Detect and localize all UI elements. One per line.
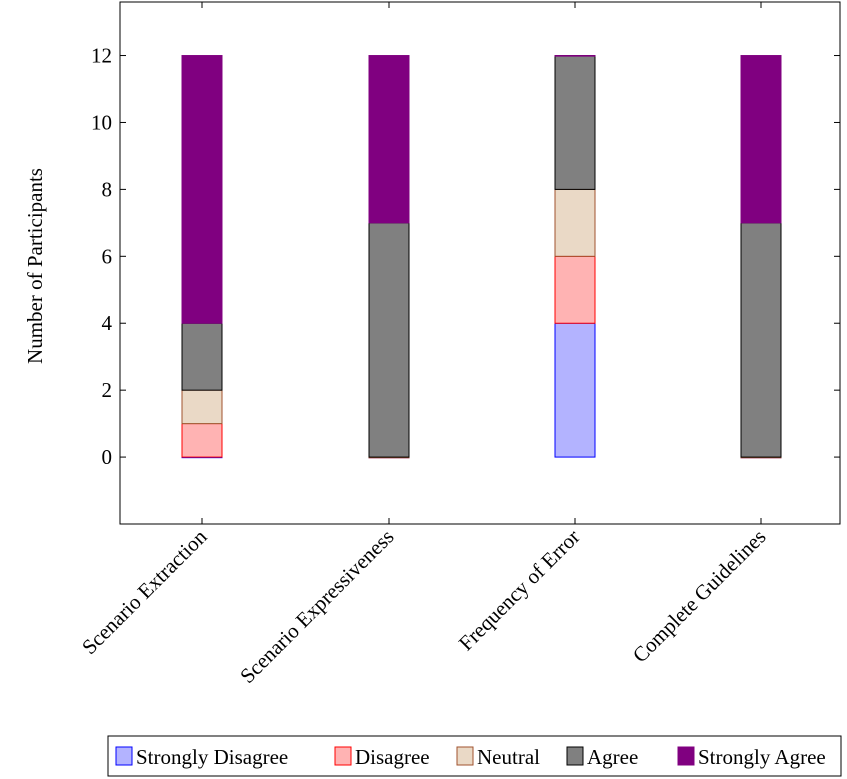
- legend-swatch: [677, 746, 695, 766]
- y-tick-label: 10: [91, 110, 112, 134]
- y-tick-label: 4: [102, 311, 113, 335]
- legend-swatch: [334, 746, 352, 766]
- bar-segment: [740, 55, 782, 224]
- bar-segment: [554, 55, 596, 190]
- bar-segment: [554, 55, 596, 57]
- y-tick-label: 0: [102, 445, 113, 469]
- legend-swatch: [115, 746, 133, 766]
- y-tick-label: 6: [102, 244, 113, 268]
- bar-segment: [740, 222, 782, 458]
- legend: Strongly Disagree Disagree Neutral Agree Str…: [107, 735, 842, 777]
- y-axis-label: Number of Participants: [23, 168, 47, 364]
- legend-label: Strongly Agree: [698, 745, 826, 769]
- bar-segment: [554, 322, 596, 458]
- y-tick-label: 12: [91, 44, 112, 68]
- bar-segment: [554, 255, 596, 324]
- legend-swatch: [566, 746, 584, 766]
- legend-label: Disagree: [355, 745, 430, 769]
- plot-frame: [119, 1, 841, 525]
- legend-swatch: [456, 746, 474, 766]
- x-tick-label: Complete Guidelines: [628, 525, 771, 668]
- bar-segment: [181, 55, 223, 324]
- x-tick-label: Frequency of Error: [454, 525, 585, 656]
- x-tick-label: Scenario Expressiveness: [235, 525, 398, 688]
- bar-segment: [181, 389, 223, 425]
- legend-label: Agree: [587, 745, 638, 769]
- legend-label: Strongly Disagree: [136, 745, 288, 769]
- bar-segment: [181, 322, 223, 391]
- plot-area: 0 2 4 6 8 10 12 Scenario Extraction Scenario Exp…: [77, 1, 841, 688]
- y-tick-label: 2: [102, 378, 113, 402]
- bar-segment: [181, 423, 223, 458]
- legend-box: [107, 735, 842, 777]
- bar-segment: [368, 222, 410, 458]
- bar-segment: [368, 55, 410, 224]
- y-tick-label: 8: [102, 177, 113, 201]
- legend-label: Neutral: [477, 745, 540, 769]
- bar-segment: [554, 188, 596, 257]
- x-tick-label: Scenario Extraction: [77, 524, 212, 659]
